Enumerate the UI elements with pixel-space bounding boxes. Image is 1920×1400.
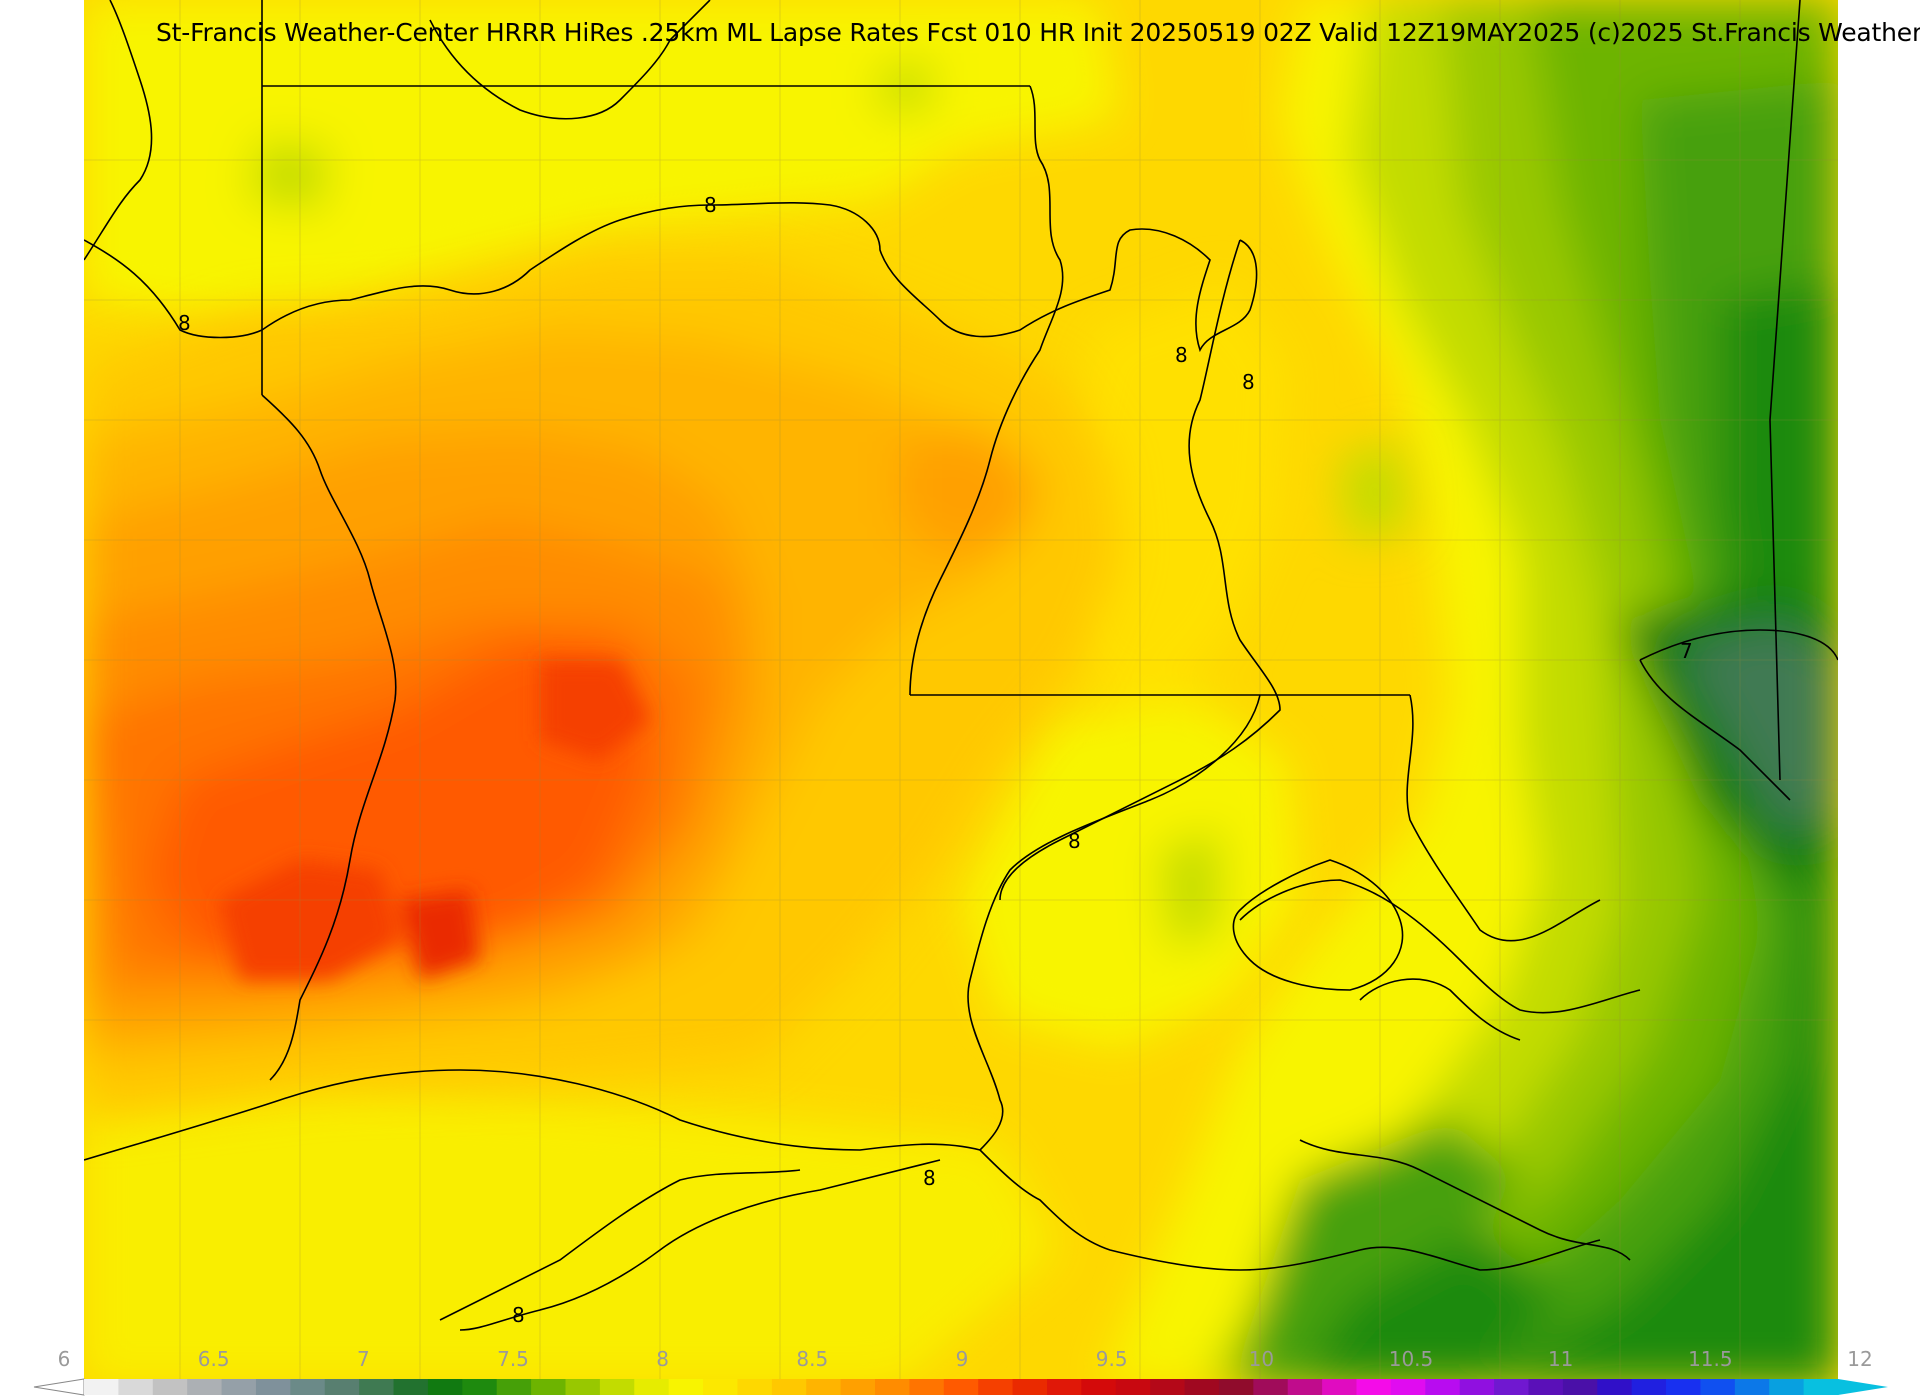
colorbar-tick-label: 11.5 xyxy=(1688,1347,1733,1371)
colorbar-segment xyxy=(599,1379,635,1395)
colorbar-segment xyxy=(531,1379,567,1395)
colorbar-segment xyxy=(1356,1379,1392,1395)
colorbar-segment xyxy=(152,1379,188,1395)
colorbar-segment xyxy=(1631,1379,1667,1395)
colorbar-segment xyxy=(771,1379,807,1395)
colorbar-tick-label: 10 xyxy=(1249,1347,1274,1371)
colorbar-segment xyxy=(84,1379,119,1395)
colorbar xyxy=(33,1378,1888,1396)
colorbar-segment xyxy=(943,1379,979,1395)
colorbar-max-arrow xyxy=(1838,1379,1888,1395)
contour-labels: 8 8 8 8 8 8 8 7 xyxy=(178,193,1693,1327)
shaded-field xyxy=(84,0,1838,1385)
colorbar-segment xyxy=(359,1379,395,1395)
colorbar-segment xyxy=(1700,1379,1736,1395)
colorbar-segment xyxy=(324,1379,360,1395)
colorbar-segment xyxy=(909,1379,945,1395)
contour-label: 8 xyxy=(1175,343,1188,367)
colorbar-segment xyxy=(565,1379,601,1395)
colorbar-tick-label: 11 xyxy=(1548,1347,1573,1371)
colorbar-segment xyxy=(290,1379,326,1395)
colorbar-segment xyxy=(703,1379,739,1395)
contour-label: 7 xyxy=(1680,639,1693,663)
colorbar-tick-labels: 6 6.5 7 7.5 8 8.5 9 9.5 10 10.5 11 11.5 12 xyxy=(58,1347,1873,1371)
colorbar-segment xyxy=(1666,1379,1702,1395)
colorbar-segment xyxy=(1287,1379,1323,1395)
colorbar-segment xyxy=(187,1379,223,1395)
colorbar-segment xyxy=(1734,1379,1770,1395)
colorbar-segment xyxy=(496,1379,532,1395)
colorbar-segment xyxy=(1528,1379,1564,1395)
colorbar-segment xyxy=(118,1379,154,1395)
colorbar-segment xyxy=(1115,1379,1151,1395)
colorbar-segment xyxy=(1803,1379,1839,1395)
colorbar-tick-label: 7.5 xyxy=(497,1347,529,1371)
colorbar-tick-label: 12 xyxy=(1847,1347,1872,1371)
colorbar-segment xyxy=(668,1379,704,1395)
colorbar-tick-label: 8 xyxy=(656,1347,669,1371)
colorbar-segment xyxy=(1081,1379,1117,1395)
contour-label: 8 xyxy=(1242,370,1255,394)
colorbar-tick-label: 10.5 xyxy=(1389,1347,1434,1371)
state-boundaries xyxy=(84,0,1801,1321)
colorbar-segment xyxy=(393,1379,429,1395)
contour-label: 8 xyxy=(178,311,191,335)
colorbar-tick-label: 9 xyxy=(956,1347,969,1371)
colorbar-tick-label: 9.5 xyxy=(1096,1347,1128,1371)
contour-label: 8 xyxy=(1068,829,1081,853)
colorbar-min-arrow xyxy=(33,1378,85,1396)
colorbar-segment xyxy=(1494,1379,1530,1395)
colorbar-segment xyxy=(1390,1379,1426,1395)
colorbar-segment xyxy=(1562,1379,1598,1395)
county-lines xyxy=(84,0,1838,1385)
contour-label: 8 xyxy=(923,1166,936,1190)
colorbar-segment xyxy=(1012,1379,1048,1395)
contour-label: 8 xyxy=(704,193,717,217)
colorbar-segment xyxy=(840,1379,876,1395)
colorbar-segment xyxy=(1322,1379,1358,1395)
colorbar-segment xyxy=(1253,1379,1289,1395)
colorbar-segment xyxy=(875,1379,911,1395)
colorbar-tick-label: 6.5 xyxy=(198,1347,230,1371)
colorbar-segment xyxy=(1046,1379,1082,1395)
map-title: St-Francis Weather-Center HRRR HiRes .25… xyxy=(156,18,1920,47)
contour-lines xyxy=(84,0,1838,1331)
colorbar-segment xyxy=(806,1379,842,1395)
colorbar-segment xyxy=(1459,1379,1495,1395)
colorbar-segment xyxy=(427,1379,463,1395)
colorbar-segment xyxy=(737,1379,773,1395)
colorbar-tick-label: 6 xyxy=(58,1347,71,1371)
colorbar-segment xyxy=(634,1379,670,1395)
colorbar-segment xyxy=(221,1379,257,1395)
contour-label: 8 xyxy=(512,1303,525,1327)
colorbar-segment xyxy=(978,1379,1014,1395)
colorbar-segment xyxy=(1769,1379,1805,1395)
colorbar-segment xyxy=(1184,1379,1220,1395)
colorbar-segment xyxy=(1150,1379,1186,1395)
colorbar-segment xyxy=(1218,1379,1254,1395)
colorbar-segment xyxy=(1597,1379,1633,1395)
colorbar-segment xyxy=(1425,1379,1461,1395)
colorbar-tick-label: 7 xyxy=(357,1347,370,1371)
colorbar-tick-label: 8.5 xyxy=(796,1347,828,1371)
colorbar-segment xyxy=(255,1379,291,1395)
colorbar-segment xyxy=(462,1379,498,1395)
